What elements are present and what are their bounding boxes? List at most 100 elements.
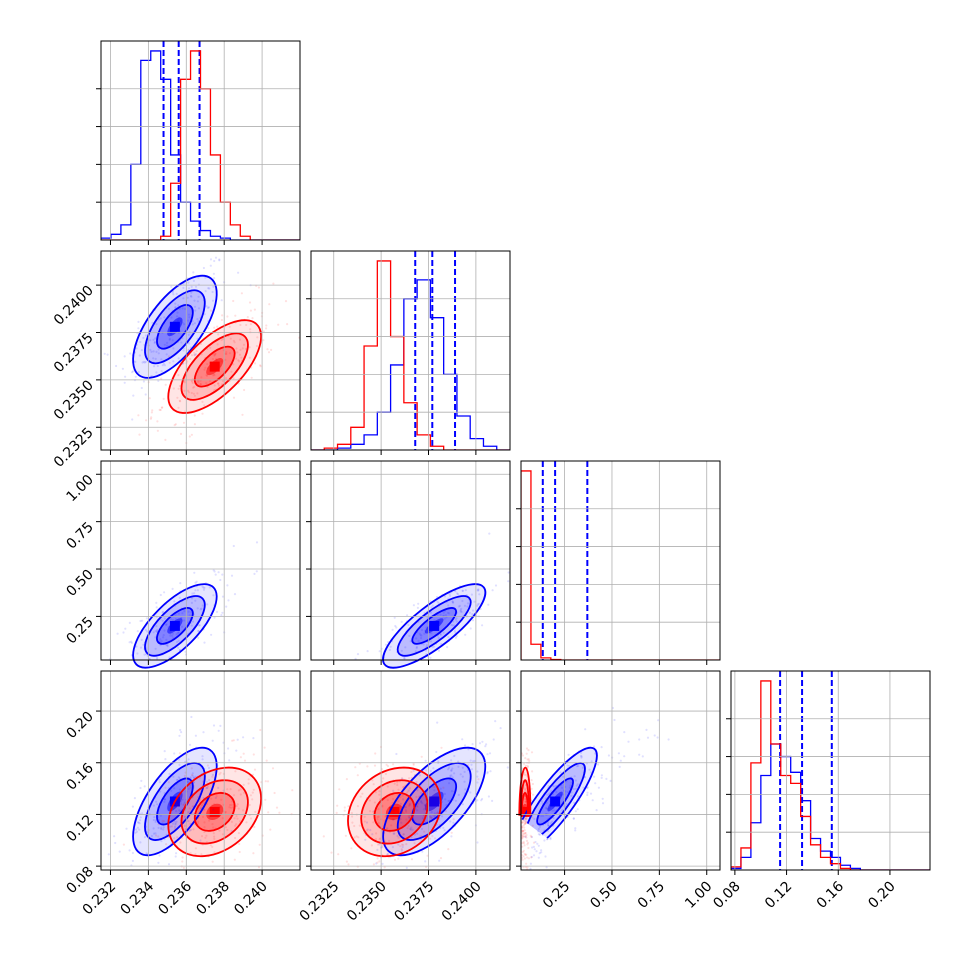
scatter-point xyxy=(552,806,555,810)
scatter-point xyxy=(212,650,214,652)
scatter-point xyxy=(525,821,528,825)
scatter-point xyxy=(386,827,389,830)
scatter-point xyxy=(169,804,172,807)
scatter-point xyxy=(436,721,439,724)
scatter-point xyxy=(524,820,527,823)
panel-grid-1-1 xyxy=(311,251,510,450)
scatter-point xyxy=(545,806,548,810)
scatter-point xyxy=(173,787,176,790)
scatter-point xyxy=(281,653,283,655)
scatter-point xyxy=(450,769,453,772)
scatter-point xyxy=(584,728,587,731)
scatter-point xyxy=(253,308,256,311)
scatter-point xyxy=(183,801,186,804)
scatter-point xyxy=(210,633,213,636)
scatter-point xyxy=(213,651,215,653)
scatter-point xyxy=(577,764,580,768)
x-tick-label: 0.75 xyxy=(635,879,668,912)
scatter-point xyxy=(103,352,106,355)
scatter-point xyxy=(374,837,378,841)
scatter-point xyxy=(247,778,250,781)
scatter-point xyxy=(173,752,176,755)
scatter-point xyxy=(484,745,487,748)
scatter-point xyxy=(216,649,218,651)
density-level-2 xyxy=(195,653,235,659)
scatter-point xyxy=(188,614,191,617)
scatter-point xyxy=(238,850,241,854)
scatter-point xyxy=(529,834,532,837)
scatter-point xyxy=(459,610,462,613)
scatter-point xyxy=(214,649,216,651)
scatter-point xyxy=(412,769,415,772)
scatter-point xyxy=(152,350,155,353)
scatter-point xyxy=(176,656,178,658)
scatter-point xyxy=(163,800,166,803)
scatter-point xyxy=(353,654,355,656)
scatter-point xyxy=(199,807,203,810)
panel-grid-2-2 xyxy=(521,461,720,660)
scatter-point xyxy=(214,352,217,355)
scatter-point xyxy=(201,758,204,761)
scatter-point xyxy=(402,833,405,836)
scatter-point xyxy=(547,824,551,827)
scatter-point xyxy=(555,802,558,805)
scatter-point xyxy=(396,803,399,806)
scatter-point xyxy=(194,649,196,651)
x-tick-label: 0.50 xyxy=(587,879,620,912)
scatter-point xyxy=(429,640,433,643)
scatter-point xyxy=(550,800,553,803)
scatter-point xyxy=(177,639,180,643)
scatter-point xyxy=(197,624,200,627)
scatter-point xyxy=(378,790,381,793)
scatter-point xyxy=(433,645,436,648)
scatter-point xyxy=(174,302,177,305)
scatter-point xyxy=(235,823,238,826)
scatter-point xyxy=(550,790,553,793)
scatter-point xyxy=(208,287,211,290)
density-level-1 xyxy=(182,652,248,660)
scatter-point xyxy=(215,359,218,362)
scatter-point xyxy=(376,861,379,864)
scatter-point xyxy=(439,633,442,636)
scatter-point xyxy=(524,853,527,857)
scatter-point xyxy=(198,655,200,657)
scatter-point xyxy=(553,800,556,803)
scatter-point xyxy=(162,826,165,829)
scatter-point xyxy=(201,815,205,819)
scatter-point xyxy=(236,351,239,354)
scatter-point xyxy=(191,381,194,385)
scatter-point xyxy=(143,785,146,788)
scatter-point xyxy=(399,845,402,848)
scatter-point xyxy=(549,822,553,825)
scatter-point xyxy=(437,636,440,640)
scatter-point xyxy=(131,851,134,855)
scatter-point xyxy=(182,421,186,424)
scatter-point xyxy=(525,862,528,865)
scatter-point xyxy=(521,825,524,828)
scatter-point xyxy=(191,655,193,657)
scatter-point xyxy=(386,852,389,856)
x-tick-label: 1.00 xyxy=(682,879,715,912)
scatter-point xyxy=(191,620,195,623)
scatter-point xyxy=(232,299,235,303)
scatter-point xyxy=(154,636,157,639)
scatter-point xyxy=(524,800,527,803)
scatter-point xyxy=(525,839,529,843)
scatter-point xyxy=(523,857,527,860)
scatter-point xyxy=(291,789,294,792)
scatter-point xyxy=(187,811,190,814)
scatter-point xyxy=(430,606,433,609)
scatter-point xyxy=(589,792,593,795)
scatter-point xyxy=(450,835,453,838)
scatter-point xyxy=(179,728,182,732)
scatter-point xyxy=(194,599,197,602)
scatter-point xyxy=(220,318,223,322)
scatter-point xyxy=(400,821,403,824)
scatter-point xyxy=(574,810,577,813)
scatter-point xyxy=(400,849,404,852)
scatter-point xyxy=(213,837,216,841)
scatter-point xyxy=(199,383,202,386)
scatter-point xyxy=(532,854,536,857)
scatter-point xyxy=(641,755,644,758)
scatter-point xyxy=(209,379,212,383)
